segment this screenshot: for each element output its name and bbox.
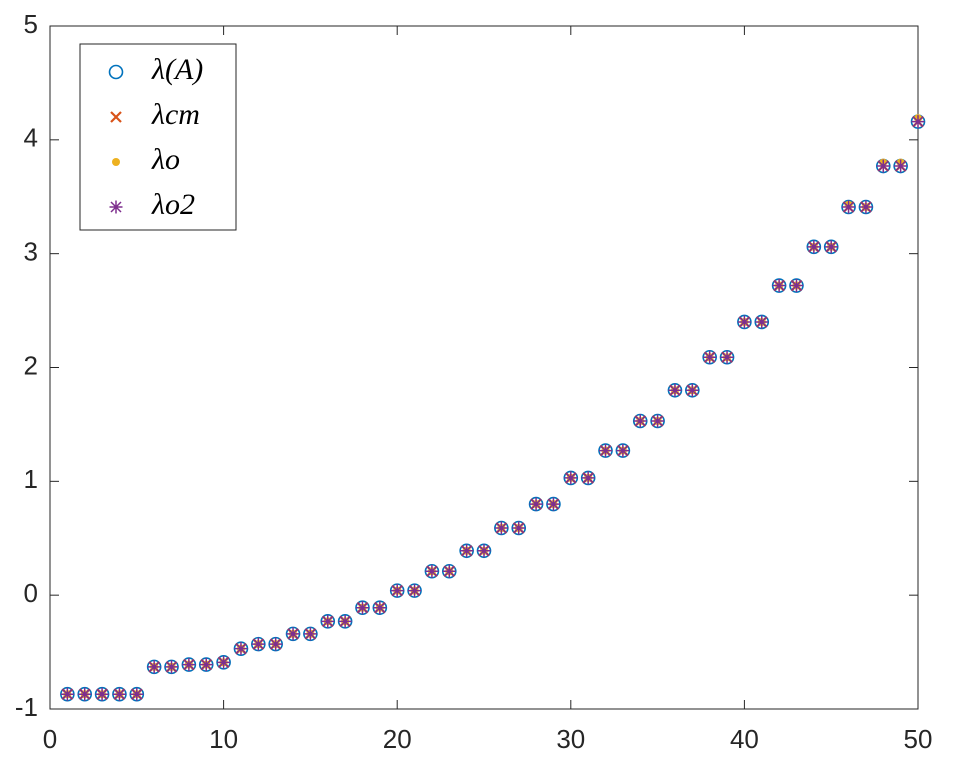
point <box>130 687 144 701</box>
point <box>147 660 161 674</box>
legend-label: λo2 <box>151 188 195 221</box>
point <box>772 279 786 293</box>
point <box>408 584 422 598</box>
point <box>668 383 682 397</box>
point <box>95 687 109 701</box>
x-tick-label: 0 <box>43 724 57 754</box>
point <box>876 159 890 173</box>
point <box>512 521 526 535</box>
point <box>269 637 283 651</box>
point <box>112 687 126 701</box>
legend-marker <box>108 64 124 80</box>
point <box>755 315 769 329</box>
point <box>251 637 265 651</box>
legend-box <box>79 43 237 231</box>
x-tick-label: 20 <box>383 724 412 754</box>
point <box>460 544 474 558</box>
point <box>616 444 630 458</box>
point <box>911 115 925 129</box>
point <box>165 660 179 674</box>
point <box>425 564 439 578</box>
point <box>338 614 352 628</box>
x-tick-label: 50 <box>904 724 933 754</box>
point <box>182 658 196 672</box>
point <box>685 383 699 397</box>
point <box>355 601 369 615</box>
y-tick-label: 5 <box>24 9 38 39</box>
point <box>859 200 873 214</box>
point <box>599 444 613 458</box>
legend-marker <box>109 200 123 214</box>
point <box>581 471 595 485</box>
legend-label: λcm <box>151 98 200 131</box>
legend-marker <box>112 158 120 166</box>
point <box>234 642 248 656</box>
y-tick-label: 0 <box>24 578 38 608</box>
point <box>286 627 300 641</box>
legend-marker <box>110 111 122 123</box>
point <box>78 687 92 701</box>
point <box>842 200 856 214</box>
point <box>442 564 456 578</box>
point <box>807 240 821 254</box>
point <box>703 350 717 364</box>
point <box>720 350 734 364</box>
y-tick-label: 2 <box>24 350 38 380</box>
point <box>477 544 491 558</box>
x-tick-label: 10 <box>209 724 238 754</box>
point <box>824 240 838 254</box>
point <box>633 414 647 428</box>
point <box>789 279 803 293</box>
legend-label: λo <box>151 143 180 176</box>
point <box>494 521 508 535</box>
x-tick-label: 40 <box>730 724 759 754</box>
point <box>60 687 74 701</box>
point <box>373 601 387 615</box>
point <box>529 497 543 511</box>
point <box>321 614 335 628</box>
x-tick-label: 30 <box>556 724 585 754</box>
point <box>894 159 908 173</box>
y-tick-label: 3 <box>24 237 38 267</box>
y-tick-label: -1 <box>15 692 38 722</box>
point <box>546 497 560 511</box>
legend-label: λ(A) <box>151 53 203 86</box>
point <box>390 584 404 598</box>
point <box>651 414 665 428</box>
point <box>564 471 578 485</box>
point <box>303 627 317 641</box>
y-tick-label: 4 <box>24 123 38 153</box>
point <box>199 658 213 672</box>
point <box>737 315 751 329</box>
y-tick-label: 1 <box>24 464 38 494</box>
point <box>217 655 231 669</box>
